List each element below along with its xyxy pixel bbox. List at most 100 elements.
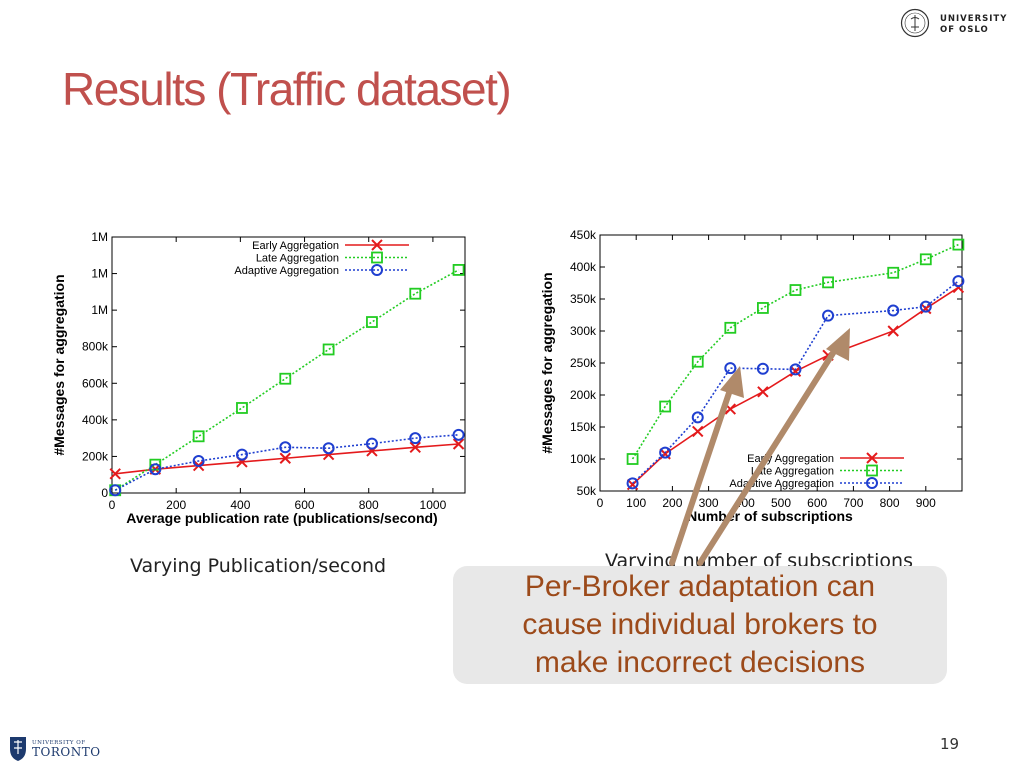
data-point [920,302,932,315]
x-tick-label: 100 [626,496,646,510]
y-tick-label: 400k [82,413,109,427]
y-tick-label: 200k [570,388,597,402]
data-point [452,438,465,450]
data-point [952,238,965,251]
data-point [887,266,900,279]
series-adaptive-aggregation [109,428,465,497]
legend-swatch-marker [866,477,878,489]
y-tick-label: 100k [570,452,597,466]
data-point [659,400,672,413]
x-tick-label: 700 [843,496,863,510]
series-line [114,269,459,491]
series-late-aggregation [626,238,965,465]
y-tick-label: 0 [101,486,108,500]
x-tick-label: 0 [597,496,604,510]
oslo-seal-icon [900,8,930,38]
data-point [236,402,248,414]
x-tick-label: 800 [880,496,900,510]
data-point [279,441,292,454]
callout-line-3: make incorrect decisions [534,646,866,679]
x-tick-label: 900 [916,496,936,510]
chart-publication-rate: 0 200k 400k 600k 800k 1M 1M 1M 0 200 400 600 800 1000… [51,230,466,526]
x-tick-label: 500 [771,496,791,510]
y-tick-label: 1M [91,303,108,317]
y-tick-label: 200k [82,449,109,463]
data-point [235,448,248,461]
data-point [365,437,378,450]
y-tick-label: 600k [82,376,109,390]
legend-swatch-marker [371,264,383,276]
callout-box: Per-Broker adaptation can cause individu… [453,566,947,684]
y-tick-label: 150k [570,420,597,434]
data-point [366,316,378,328]
university-of-toronto-logo: UNIVERSITY OF TORONTO [8,734,108,762]
data-point [952,275,965,288]
legend-swatch-marker [371,239,383,251]
data-point [626,477,639,490]
series-adaptive-aggregation [626,275,965,490]
y-axis-label: #Messages for aggregation [539,272,555,453]
data-point [149,463,162,476]
data-point [919,253,932,266]
arrow-right [697,328,850,566]
legend-label: Early Aggregation [252,240,339,252]
data-point [626,453,639,465]
series-line [632,280,959,484]
data-point [789,365,802,378]
data-point [789,363,802,376]
university-of-oslo-logo: UNIVERSITY OF OSLO [900,8,1018,42]
data-point [192,455,205,467]
legend-swatch-marker [371,251,383,264]
data-point [756,362,769,375]
callout-text: Per-Broker adaptation can cause individu… [453,566,947,682]
legend-label: Adaptive Aggregation [234,265,339,277]
data-point [822,276,834,289]
data-point [409,287,422,300]
series-line [632,286,959,486]
y-tick-label: 400k [570,260,597,274]
data-point [109,468,121,480]
legend-label: Late Aggregation [751,466,834,478]
data-point [692,425,704,438]
x-tick-label: 200 [166,498,186,512]
data-point [452,428,465,441]
y-tick-label: 1M [91,230,108,244]
data-point [279,452,291,464]
legend-swatch-marker [866,452,878,464]
data-point [789,284,802,296]
data-point [452,264,465,276]
y-tick-label: 250k [570,356,597,370]
data-point [322,442,335,455]
data-point [109,484,122,497]
y-axis-label: #Messages for aggregation [51,274,67,455]
data-point [691,355,704,368]
y-tick-label: 300k [570,324,597,338]
y-tick-label: 1M [91,267,108,281]
caption-left: Varying Publication/second [130,555,387,577]
chart-subscriptions: 50k 100k 150k 200k 250k 300k 350k 400k 450k 0 100 2… [539,228,965,524]
toronto-crest-icon [10,737,26,761]
data-point [409,432,422,445]
data-point [279,372,292,385]
y-tick-label: 350k [570,292,597,306]
data-point [756,302,769,314]
legend-swatch-marker [866,464,878,477]
callout-line-2: cause individual brokers to [522,608,878,641]
plot-frame [111,236,466,494]
toronto-logo-big-text: TORONTO [32,745,101,759]
data-point [691,411,704,424]
legend-label: Adaptive Aggregation [729,478,834,490]
x-tick-label: 800 [359,498,379,512]
data-point [887,325,899,337]
data-point [757,386,769,398]
slide-title: Results (Traffic dataset) [62,63,512,115]
data-point [409,441,421,453]
data-point [919,300,932,313]
page-number: 19 [940,735,960,753]
x-tick-label: 200 [662,496,682,510]
data-point [724,321,737,334]
x-tick-label: 600 [295,498,315,512]
